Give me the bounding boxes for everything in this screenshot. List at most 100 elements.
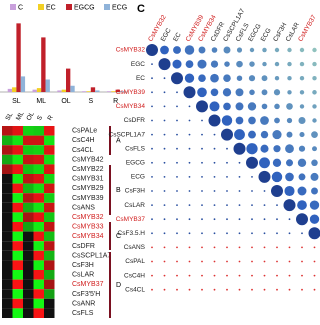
correlation-dot: [276, 261, 278, 263]
correlation-dot: [226, 232, 228, 234]
legend-label: ECG: [112, 4, 127, 11]
correlation-dot: [164, 176, 166, 178]
correlation-circle: [312, 118, 316, 122]
matrix-row-label: EC: [136, 75, 145, 82]
heatmap-cell: [13, 164, 24, 174]
correlation-circle: [296, 213, 308, 225]
heatmap-cell: [44, 232, 55, 242]
heatmap-cell: [13, 203, 24, 213]
matrix-row-label: CsDFR: [124, 117, 146, 124]
correlation-dot: [214, 247, 216, 249]
correlation-dot: [189, 148, 191, 150]
heatmap-cell: [23, 308, 34, 318]
correlation-dot: [201, 218, 203, 220]
heatmap-cell: [23, 155, 34, 165]
correlation-circle: [298, 117, 305, 124]
correlation-dot: [151, 106, 153, 108]
correlation-circle: [272, 130, 281, 139]
correlation-dot: [201, 190, 203, 192]
correlation-circle: [159, 58, 171, 70]
correlation-dot: [189, 218, 191, 220]
correlation-dot: [264, 232, 266, 234]
correlation-dot: [189, 176, 191, 178]
correlation-dot: [151, 232, 153, 234]
correlation-dot: [214, 190, 216, 192]
correlation-dot: [151, 289, 153, 291]
heatmap-cell: [2, 164, 13, 174]
correlation-dot: [214, 275, 216, 277]
correlation-dot: [239, 176, 241, 178]
correlation-circle: [184, 86, 196, 98]
bar: [8, 89, 12, 92]
panel-label: C: [137, 3, 145, 15]
heatmap-cell: [34, 203, 45, 213]
correlation-circle: [287, 48, 291, 52]
matrix-row-label: EGC: [131, 61, 145, 68]
bar: [82, 91, 86, 92]
heatmap-cell: [44, 241, 55, 251]
heatmap-row-label: CsANS: [72, 204, 95, 211]
correlation-circle: [298, 159, 306, 167]
correlation-circle: [287, 90, 291, 94]
matrix-row-label: Cs4CL: [125, 286, 145, 293]
heatmap-cell: [23, 299, 34, 309]
correlation-dot: [176, 148, 178, 150]
heatmap-cell: [2, 155, 13, 165]
correlation-dot: [239, 190, 241, 192]
correlation-dot: [226, 162, 228, 164]
correlation-circle: [297, 200, 307, 210]
correlation-circle: [196, 100, 208, 112]
correlation-circle: [286, 159, 293, 166]
correlation-dot: [251, 247, 253, 249]
correlation-dot: [201, 176, 203, 178]
heatmap-cell: [44, 260, 55, 270]
correlation-dot: [151, 261, 153, 263]
correlation-dot: [314, 289, 316, 291]
correlation-circle: [260, 116, 269, 125]
heatmap-cell: [23, 251, 34, 261]
matrix-row-label: CsMYB37: [116, 216, 146, 223]
correlation-circle: [275, 48, 279, 52]
correlation-circle: [287, 118, 292, 123]
heatmap-cell: [34, 260, 45, 270]
heatmap-cell: [23, 270, 34, 280]
heatmap-cell: [44, 289, 55, 299]
correlation-circle: [312, 62, 316, 66]
correlation-circle: [275, 76, 279, 80]
heatmap-cell: [23, 184, 34, 194]
bar: [57, 90, 61, 92]
heatmap-cell: [13, 251, 24, 261]
matrix-row-label: CsMYB34: [116, 103, 146, 110]
heatmap-cell: [34, 155, 45, 165]
correlation-circle: [246, 143, 257, 154]
correlation-circle: [172, 60, 181, 69]
correlation-dot: [176, 162, 178, 164]
heatmap-cell: [23, 203, 34, 213]
correlation-circle: [299, 146, 305, 152]
heatmap-row-label: CsMYB31: [72, 176, 104, 183]
correlation-dot: [201, 120, 203, 122]
heatmap-cell: [44, 222, 55, 232]
bar: [37, 88, 41, 92]
correlation-circle: [300, 76, 304, 80]
correlation-dot: [314, 261, 316, 263]
correlation-circle: [312, 146, 317, 151]
correlation-dot: [226, 247, 228, 249]
correlation-circle: [287, 76, 291, 80]
correlation-circle: [248, 117, 256, 125]
heatmap-cell: [2, 289, 13, 299]
bar: [33, 90, 37, 92]
heatmap-cell: [44, 136, 55, 146]
correlation-dot: [226, 190, 228, 192]
heatmap-column-label: S: [36, 114, 45, 122]
x-tick-label: SL: [12, 98, 21, 105]
correlation-dot: [264, 275, 266, 277]
correlation-circle: [223, 103, 231, 111]
correlation-dot: [239, 218, 241, 220]
heatmap-cell: [44, 212, 55, 222]
correlation-circle: [186, 60, 194, 68]
heatmap-cell: [34, 289, 45, 299]
heatmap-cell: [2, 126, 13, 136]
legend-swatch: [66, 4, 72, 10]
correlation-circle: [185, 74, 194, 83]
